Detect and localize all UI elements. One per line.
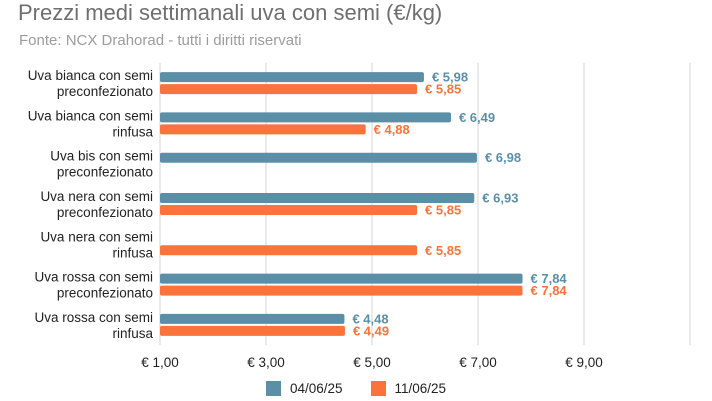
data-label-series-1: € 4,48 [352, 311, 388, 326]
legend: 04/06/25 11/06/25 [0, 381, 712, 396]
legend-label-series-1: 04/06/25 [289, 381, 343, 396]
category-label-line: Uva bianca con semi [28, 68, 153, 83]
category-label-line: Uva rossa con semi [34, 310, 153, 325]
data-label-series-2: € 5,85 [425, 82, 461, 97]
legend-item-series-1: 04/06/25 [265, 381, 343, 396]
category-label: Uva nera con semi rinfusa [40, 229, 153, 260]
data-label-series-2: € 5,85 [425, 203, 461, 218]
category-label: Uva rossa con semi rinfusa [34, 310, 153, 341]
category-label: Uva nera con semi preconfezionato [40, 189, 153, 220]
x-tick-label: € 3,00 [247, 355, 285, 370]
category-label: Uva rossa con semi preconfezionato [34, 270, 153, 301]
chart-title: Prezzi medi settimanali uva con semi (€/… [18, 0, 443, 25]
data-label-series-1: € 6,49 [459, 110, 495, 125]
bar-series-2 [160, 205, 418, 215]
legend-swatch-series-1 [265, 381, 281, 396]
category-label-line: Uva rossa con semi [34, 270, 153, 285]
data-label-series-1: € 7,84 [531, 271, 568, 286]
bar-series-2 [160, 285, 523, 296]
data-label-series-2: € 4,49 [353, 323, 389, 338]
category-label: Uva bianca con semi rinfusa [28, 108, 154, 139]
bar-series-2 [160, 124, 366, 135]
legend-label-series-2: 11/06/25 [394, 381, 447, 396]
category-label-line: Uva bis con semi [50, 149, 153, 164]
bar-series-2 [160, 325, 345, 336]
bar-series-1 [160, 152, 477, 163]
x-tick-label: € 7,00 [459, 355, 497, 370]
bar-series-1 [160, 72, 424, 83]
data-label-series-1: € 6,98 [485, 150, 521, 165]
category-label-line: preconfezionato [57, 286, 153, 301]
category-label: Uva bis con semi preconfezionato [50, 149, 153, 180]
category-label-line: Uva nera con semi [40, 189, 153, 204]
data-label-series-2: € 4,88 [374, 122, 410, 137]
chart-subtitle: Fonte: NCX Drahorad - tutti i diritti ri… [19, 32, 302, 49]
bar-series-2 [160, 245, 418, 256]
category-label-line: rinfusa [112, 326, 153, 341]
category-label-line: preconfezionato [57, 205, 153, 220]
category-label-line: preconfezionato [57, 84, 153, 99]
category-label-line: preconfezionato [57, 165, 153, 180]
data-label-series-2: € 5,85 [425, 243, 461, 258]
bar-series-1 [160, 313, 345, 324]
category-label-line: rinfusa [112, 245, 153, 260]
legend-item-series-2: 11/06/25 [370, 381, 447, 396]
x-tick-label: € 9,00 [565, 355, 603, 370]
data-label-series-2: € 7,84 [531, 283, 568, 298]
data-label-series-1: € 5,98 [432, 70, 468, 85]
bar-series-1 [160, 273, 523, 284]
bar-series-1 [160, 193, 475, 203]
x-tick-label: € 5,00 [353, 355, 391, 370]
data-label-series-1: € 6,93 [482, 191, 518, 206]
legend-swatch-series-2 [370, 381, 386, 396]
bar-series-1 [160, 112, 451, 123]
category-label-line: Uva bianca con semi [28, 108, 153, 123]
x-tick-label: € 1,00 [141, 355, 179, 370]
category-label-line: Uva nera con semi [40, 229, 153, 244]
bar-series-2 [160, 84, 418, 95]
category-label-line: rinfusa [112, 124, 153, 139]
category-label: Uva bianca con semi preconfezionato [28, 68, 153, 99]
